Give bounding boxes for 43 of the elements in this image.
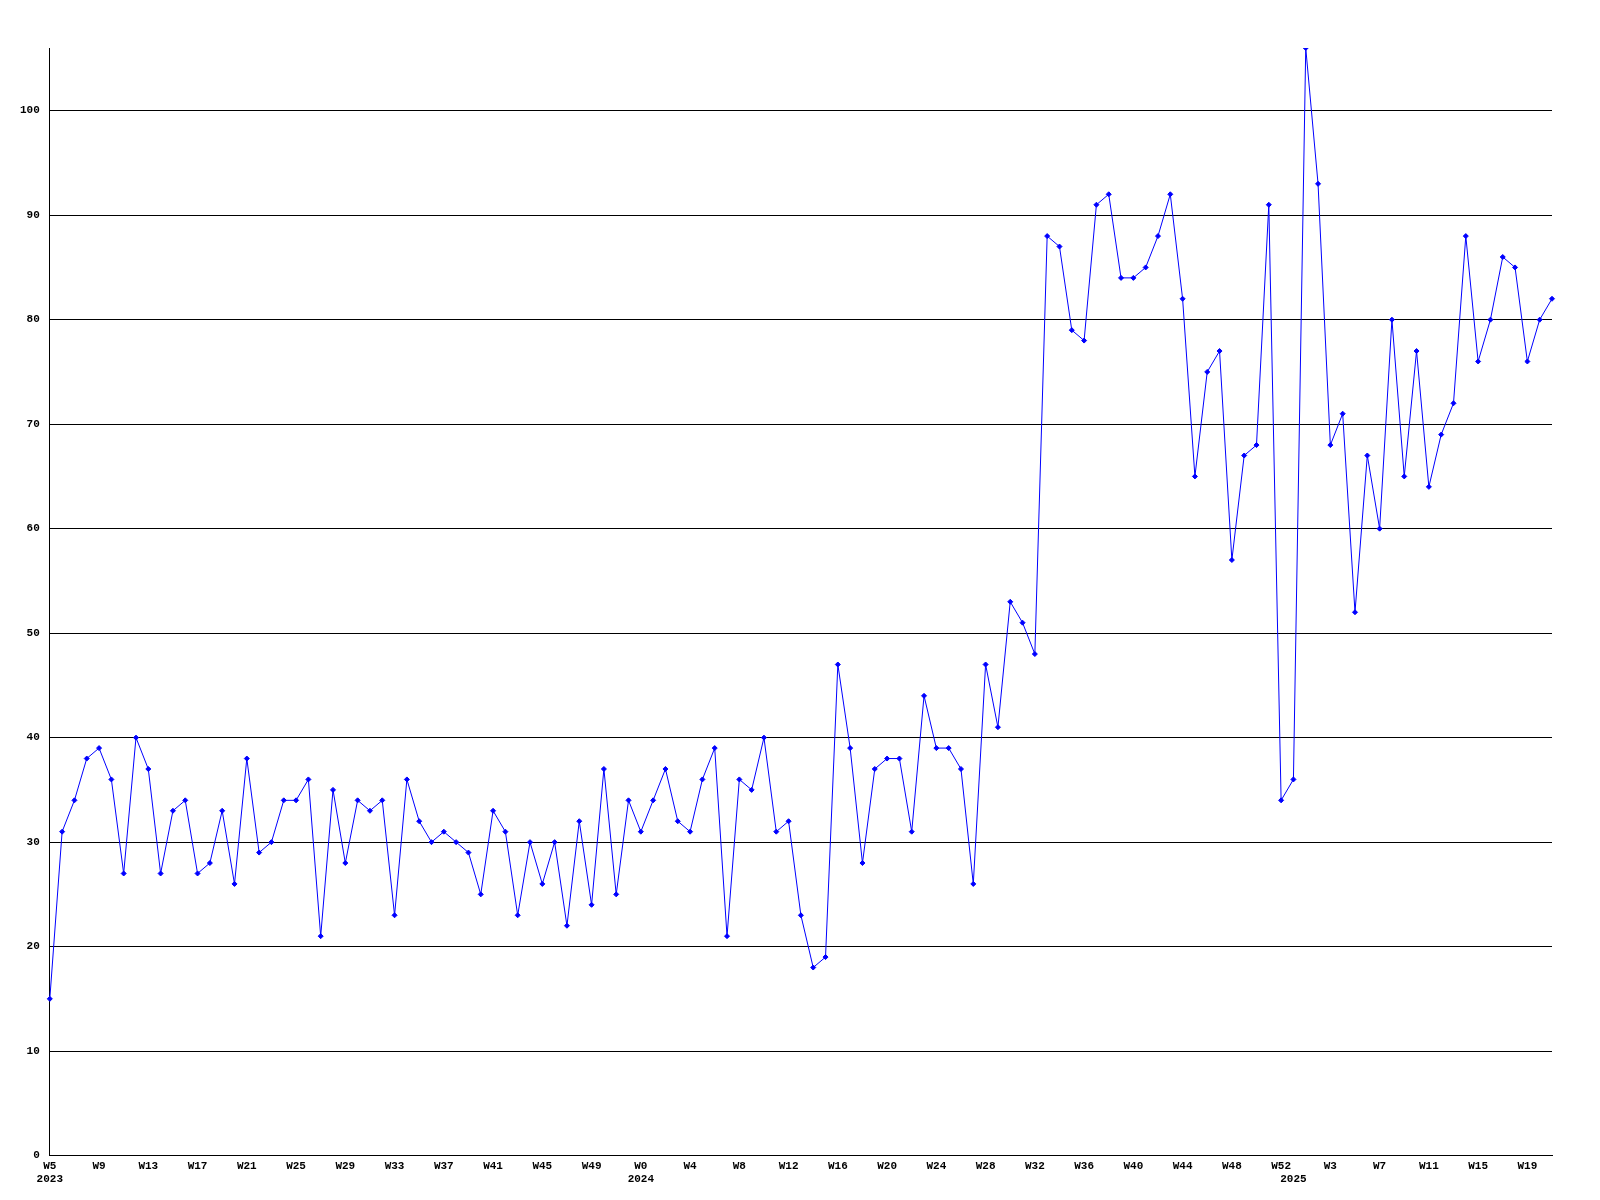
x-tick-label: W13 bbox=[138, 1159, 159, 1172]
x-tick-label: W29 bbox=[335, 1159, 356, 1172]
x-tick-label: W45 bbox=[532, 1159, 553, 1172]
x-tick-label: W17 bbox=[187, 1159, 208, 1172]
x-tick-label: W4 bbox=[683, 1159, 698, 1172]
y-tick-label: 80 bbox=[26, 313, 40, 326]
y-tick-label: 60 bbox=[26, 522, 40, 535]
x-tick-label: W52 bbox=[1271, 1159, 1292, 1172]
x-tick-label: W41 bbox=[483, 1159, 504, 1172]
x-tick-label: W49 bbox=[581, 1159, 602, 1172]
x-tick-label: W7 bbox=[1373, 1159, 1387, 1172]
x-tick-label: W44 bbox=[1172, 1159, 1193, 1172]
y-tick-label: 50 bbox=[26, 626, 40, 639]
x-tick-label: W36 bbox=[1074, 1159, 1095, 1172]
x-tick-label: W16 bbox=[827, 1159, 848, 1172]
y-tick-label: 10 bbox=[26, 1044, 40, 1057]
x-tick-label: W9 bbox=[92, 1159, 106, 1172]
x-tick-label: W0 2024 bbox=[627, 1159, 655, 1186]
x-tick-label: W25 bbox=[286, 1159, 307, 1172]
x-tick-label: W11 bbox=[1418, 1159, 1440, 1172]
y-tick-label: 0 bbox=[33, 1149, 40, 1162]
x-tick-label: W20 bbox=[877, 1159, 897, 1172]
x-tick-label: W15 bbox=[1468, 1159, 1489, 1172]
y-tick-label: 30 bbox=[26, 835, 40, 848]
y-tick-label: 90 bbox=[26, 208, 40, 221]
x-tick-label: W48 bbox=[1221, 1159, 1243, 1172]
x-tick-label: W5 2023 bbox=[36, 1159, 64, 1186]
y-tick-label: 20 bbox=[26, 940, 40, 953]
x-tick-label: W12 bbox=[778, 1159, 799, 1172]
x-tick-label: W32 bbox=[1024, 1159, 1045, 1172]
y-tick-label: 70 bbox=[26, 417, 40, 430]
x-tick-label: 2025 bbox=[1280, 1173, 1308, 1186]
x-tick-label: W3 bbox=[1323, 1159, 1338, 1172]
x-tick-label: W33 bbox=[384, 1159, 405, 1172]
x-tick-label: W37 bbox=[433, 1159, 454, 1172]
x-tick-label: W28 bbox=[975, 1159, 996, 1172]
x-tick-label: W21 bbox=[236, 1159, 258, 1172]
x-tick-label: W24 bbox=[926, 1159, 947, 1172]
x-tick-label: W40 bbox=[1123, 1159, 1144, 1172]
x-tick-label: W19 bbox=[1517, 1159, 1538, 1172]
y-tick-label: 40 bbox=[26, 731, 40, 744]
x-tick-label: W8 bbox=[732, 1159, 747, 1172]
y-tick-label: 100 bbox=[19, 104, 40, 117]
